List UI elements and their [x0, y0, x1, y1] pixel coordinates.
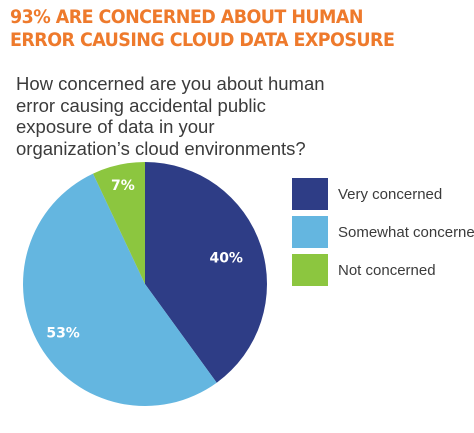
pie-slice-not-concerned: [93, 162, 145, 284]
legend-label-somewhat-concerned: Somewhat concerned: [338, 224, 474, 241]
legend-swatch-very-concerned: [292, 178, 328, 210]
survey-question-line-1: How concerned are you about human: [16, 73, 325, 94]
legend-item-not-concerned: Not concerned: [292, 254, 472, 286]
survey-question: How concerned are you about human error …: [16, 73, 325, 159]
pie-label-not-concerned: 7%: [111, 178, 135, 194]
pie-label-somewhat-concerned: 53%: [46, 325, 80, 341]
survey-question-line-4: organization’s cloud environments?: [16, 137, 306, 159]
legend-item-very-concerned: Very concerned: [292, 178, 472, 210]
legend-label-not-concerned: Not concerned: [338, 262, 436, 279]
legend-label-very-concerned: Very concerned: [338, 186, 443, 203]
chart-title-line-2: ERROR CAUSING CLOUD DATA EXPOSURE: [10, 29, 395, 51]
chart-title: 93% ARE CONCERNED ABOUT HUMAN ERROR CAUS…: [10, 6, 433, 52]
pie-label-very-concerned: 40%: [209, 251, 243, 267]
legend-swatch-not-concerned: [292, 254, 328, 286]
legend-swatch-somewhat-concerned: [292, 216, 328, 248]
survey-question-line-3: exposure of data in your: [16, 116, 215, 137]
chart-legend: Very concerned Somewhat concerned Not co…: [292, 178, 474, 292]
legend-item-somewhat-concerned: Somewhat concerned: [292, 216, 474, 248]
chart-title-line-1: 93% ARE CONCERNED ABOUT HUMAN: [10, 6, 363, 28]
pie-slice-somewhat-concerned: [23, 173, 217, 406]
survey-question-line-2: error causing accidental public: [16, 94, 266, 116]
pie-slice-very-concerned: [145, 162, 268, 383]
